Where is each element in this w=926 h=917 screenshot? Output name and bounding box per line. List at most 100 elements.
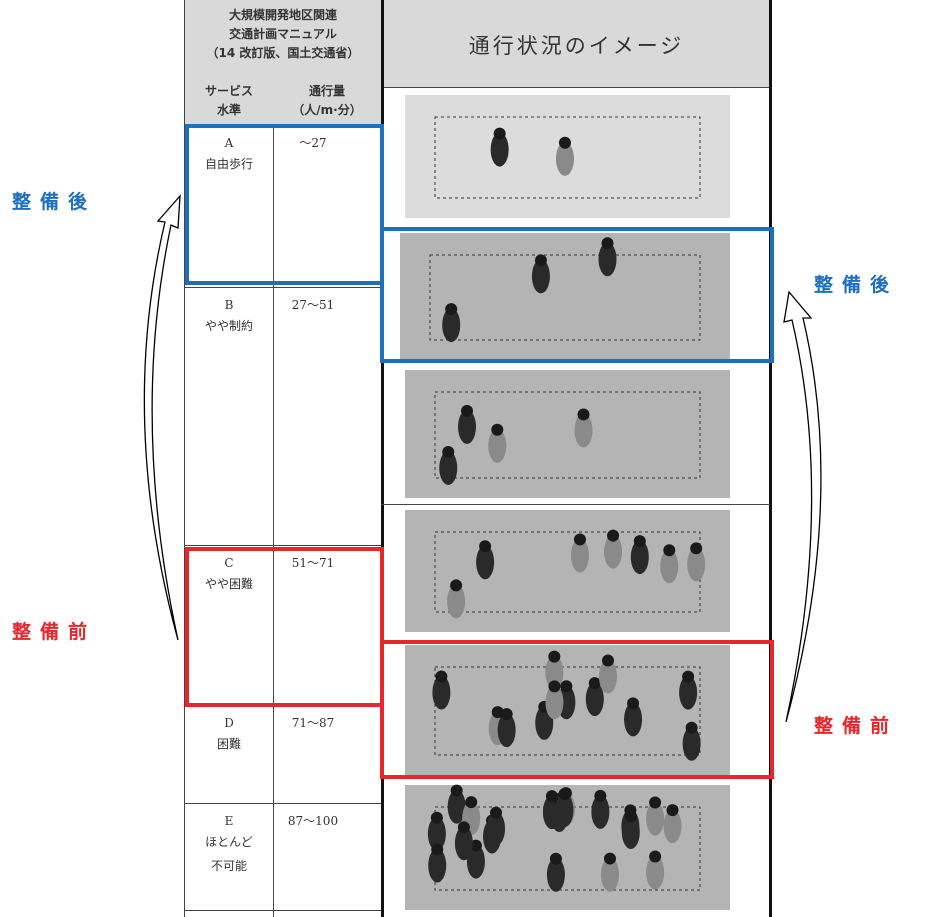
row-rule [185,287,381,288]
table [184,0,772,917]
pedestrian-head [442,445,455,458]
pedestrian [687,547,706,582]
pedestrian [439,450,458,485]
pedestrian [570,538,589,573]
pedestrian-head [558,136,571,149]
pedestrian [555,793,574,828]
pedestrian-head [624,810,637,823]
pedestrian-head [491,423,504,436]
flow-range: 87～100 [287,814,339,828]
row-rule [185,803,381,804]
pedestrian [442,308,461,343]
service-name: 困難 [216,737,241,751]
service-level: A [224,136,234,150]
pedestrian-head [558,788,571,801]
column-head-line: サービス [204,84,253,98]
service-level: E [224,814,234,828]
pedestrian [546,857,565,892]
pedestrian-head [603,852,616,865]
right-header: 通行状況のイメージ [381,0,769,88]
row-rule [185,910,381,911]
service-name: 自由歩行 [204,157,253,171]
column-rule [381,82,384,917]
pedestrian-head [534,254,547,267]
pedestrian [621,815,640,850]
pedestrian-head [450,579,463,592]
row-rule [381,504,770,505]
pedestrian [604,534,623,569]
pedestrian-head [500,708,513,721]
service-name: やや制約 [204,319,253,333]
pedestrian-head [573,533,586,546]
service-level: B [224,298,234,312]
pedestrian-head [601,237,614,250]
pedestrian-head [479,540,492,553]
pedestrian [574,413,593,448]
service-level: C [224,556,234,570]
pedestrian-head [465,796,478,809]
pedestrian [447,789,466,824]
pedestrian-head [431,843,444,856]
pedestrian-head [493,127,506,140]
pedestrian [630,540,649,575]
pedestrian-head [588,677,601,690]
pedestrian [682,726,701,761]
column-head: サービス 水準 [185,82,273,125]
pedestrian-head [450,784,463,797]
pedestrian [531,259,550,294]
pedestrian-head [461,404,474,417]
pedestrian-head [548,680,561,693]
highlight-after [380,227,774,363]
flow-range: 71～87 [291,716,335,730]
pedestrian [663,809,682,844]
pedestrian [497,713,516,748]
highlight-after [185,124,384,285]
pedestrian [487,811,506,846]
flow-range: 51～71 [291,556,335,570]
pedestrian-head [445,303,458,316]
pedestrian [488,428,507,463]
pedestrian [679,675,698,710]
pedestrian-head [457,821,470,834]
photo-frame [434,666,701,756]
pedestrian [490,132,509,167]
pedestrian [585,682,604,717]
pedestrian-head [666,804,679,817]
highlight-before [380,640,774,779]
pedestrian [646,855,665,890]
pedestrian-head [649,796,662,809]
flow-range: 27～51 [291,298,335,312]
pedestrian-head [607,529,620,542]
flow-range: ～27 [299,136,327,150]
pedestrian-head [649,850,662,863]
pedestrian [660,549,679,584]
label-before: 整備前 [12,621,97,643]
pedestrian-head [490,806,503,819]
pedestrian [545,685,564,720]
service-name: ほとんど [205,835,253,849]
pedestrian-head [690,542,703,555]
left-header: 大規模開発地区関連 交通計画マニュアル （14 改訂版、国土交通省） [185,0,381,82]
column-head-line: 通行量 [308,84,345,98]
photo-frame [434,531,701,613]
pedestrian-head [469,839,482,852]
pedestrian-head [601,654,614,667]
pedestrian-head [627,697,640,710]
label-after: 整備後 [12,191,97,213]
pedestrian [646,801,665,836]
service-name: やや困難 [204,577,253,591]
label-after: 整備後 [814,274,899,296]
pedestrian [591,794,610,829]
photo-frame [429,254,701,341]
header-line: （14 改訂版、国土交通省） [206,46,360,60]
pedestrian-head [577,408,590,421]
service-level: D [224,716,234,730]
pedestrian [545,655,564,690]
pedestrian [454,826,473,861]
row-rule [185,545,381,546]
pedestrian-head [491,706,504,719]
header-line: 大規模開発地区関連 [228,8,337,22]
pedestrian [598,242,617,277]
service-name: 不可能 [210,859,247,873]
